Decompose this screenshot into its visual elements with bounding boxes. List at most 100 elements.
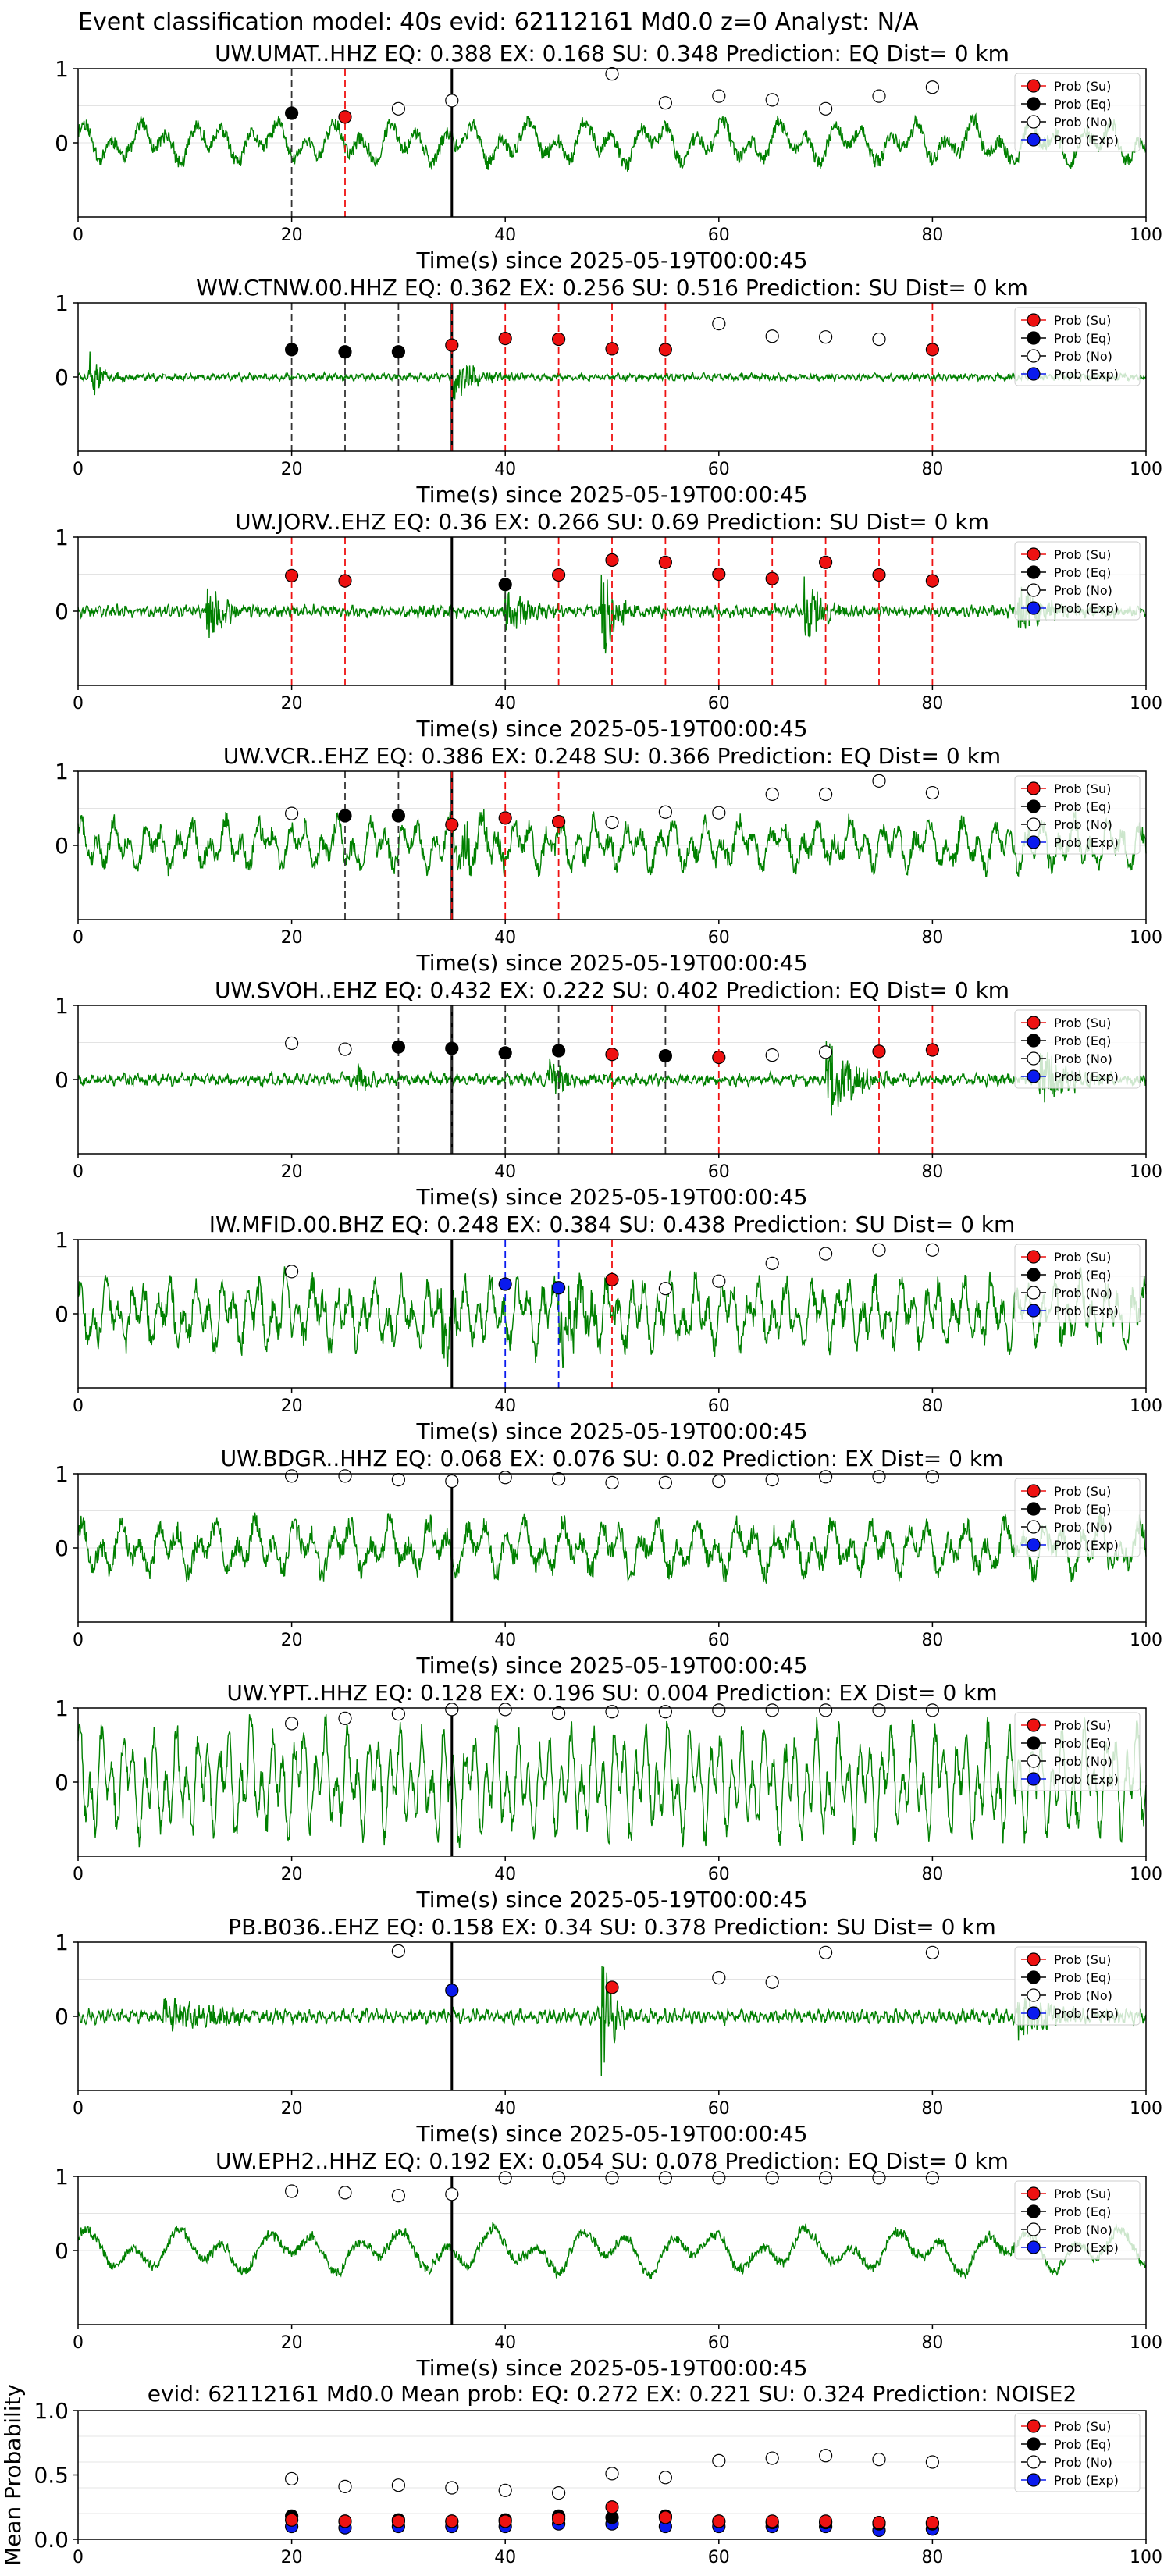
x-tick-label: 40 [494,2333,516,2353]
x-axis-label: Time(s) since 2025-05-19T00:00:45 [415,1887,807,1912]
legend-entry: Prob (Exp) [1054,835,1119,850]
legend-entry: Prob (Eq) [1054,1970,1111,1985]
mean-prob-marker-no [338,2479,352,2493]
prob-marker-no [605,1475,619,1490]
x-tick-label: 100 [1130,2548,1162,2567]
legend-entry: Prob (No) [1054,1754,1112,1769]
legend-entry: Prob (Exp) [1054,133,1119,148]
prob-marker-no [818,101,833,116]
y-tick-label: 0 [55,1535,69,1561]
legend-entry: Prob (Eq) [1054,331,1111,346]
x-tick-label: 0 [73,1865,84,1884]
prob-marker-no [765,329,779,343]
x-axis-label: Time(s) since 2025-05-19T00:00:45 [415,1653,807,1678]
mean-prob-marker-no [605,2467,619,2481]
mean-prob-marker-su [818,2514,833,2528]
panel-title: IW.MFID.00.BHZ EQ: 0.248 EX: 0.384 SU: 0… [209,1212,1016,1237]
prob-marker-no [658,96,673,110]
y-tick-label: 1 [55,759,69,785]
prob-marker-su [445,817,459,832]
prob-marker-no [765,1472,779,1487]
waveform-trace [77,112,1147,172]
x-tick-label: 0 [73,2333,84,2353]
legend-entry: Prob (Exp) [1054,601,1119,616]
x-tick-label: 20 [281,2333,303,2353]
prob-marker-su [658,343,673,357]
prob-marker-exp [498,1277,512,1291]
x-axis-label: Time(s) since 2025-05-19T00:00:45 [415,1184,807,1210]
legend-entry: Prob (Exp) [1054,1538,1119,1553]
x-tick-label: 60 [708,1162,730,1182]
prob-marker-su [925,574,940,588]
legend-marker [1027,2186,1041,2201]
x-tick-label: 100 [1130,1162,1162,1182]
prob-marker-eq [285,343,299,357]
panel-title: UW.EPH2..HHZ EQ: 0.192 EX: 0.054 SU: 0.0… [215,2148,1009,2174]
legend-entry: Prob (Exp) [1054,2240,1119,2255]
mean-prob-marker-su [872,2515,886,2530]
prob-marker-su [712,567,726,582]
y-tick-label: 0.0 [34,2527,69,2553]
prob-marker-no [658,2171,673,2185]
prob-marker-no [338,2186,352,2200]
legend-box [1014,2180,1141,2260]
legend-box [1014,1009,1141,1089]
y-tick-label: 0 [55,1770,69,1795]
x-tick-label: 100 [1130,2099,1162,2119]
prob-marker-su [925,1043,940,1057]
x-axis-label: Time(s) since 2025-05-19T00:00:45 [415,2121,807,2147]
legend-box [1014,73,1141,152]
prob-marker-no [605,1705,619,1719]
legend-marker [1027,97,1041,111]
y-tick-label: 0 [55,833,69,859]
x-tick-label: 60 [708,1865,730,1884]
x-tick-label: 60 [708,2333,730,2353]
x-tick-label: 80 [921,2099,943,2119]
mean-prob-marker-no [712,2453,726,2467]
legend-box [1014,541,1141,621]
y-tick-label: 1 [55,56,69,82]
mean-prob-marker-no [551,2486,566,2500]
x-tick-label: 100 [1130,1865,1162,1884]
mean-prob-marker-no [818,2449,833,2463]
x-tick-label: 40 [494,2548,516,2567]
prob-marker-no [391,1944,405,1958]
legend-marker [1027,1250,1041,1264]
mean-prob-marker-no [925,2455,940,2469]
waveform-trace [77,2222,1147,2280]
legend-marker [1027,1016,1041,1030]
prob-marker-no [712,2171,726,2185]
mean-prob-marker-su [712,2514,726,2528]
y-axis-label: Mean Probability [0,2384,26,2566]
prob-marker-su [712,1050,726,1065]
prob-marker-no [712,1274,726,1288]
prob-marker-su [925,343,940,357]
prob-marker-no [445,2187,459,2201]
prob-marker-no [285,1469,299,1483]
prob-marker-no [818,2171,833,2185]
panel-5: UW.SVOH..EHZ EQ: 0.432 EX: 0.222 SU: 0.4… [55,977,1162,1210]
prob-marker-su [338,574,352,588]
prob-marker-no [818,1045,833,1059]
legend-marker [1027,2222,1041,2236]
legend-marker [1027,1286,1041,1300]
waveform-trace [77,1714,1147,1848]
prob-marker-no [338,1042,352,1056]
y-tick-label: 0 [55,130,69,156]
prob-marker-eq [285,106,299,120]
prob-marker-su [605,1048,619,1062]
prob-marker-no [818,1703,833,1717]
prob-marker-no [285,2184,299,2198]
x-tick-label: 60 [708,1631,730,1650]
prob-marker-no [498,1703,512,1717]
panel-3: UW.JORV..EHZ EQ: 0.36 EX: 0.266 SU: 0.69… [55,509,1162,742]
legend-entry: Prob (Eq) [1054,799,1111,814]
prob-marker-su [818,555,833,569]
x-tick-label: 80 [921,1631,943,1650]
panel-7: UW.BDGR..HHZ EQ: 0.068 EX: 0.076 SU: 0.0… [55,1446,1162,1678]
legend-marker [1027,1484,1041,1498]
legend-entry: Prob (Eq) [1054,97,1111,112]
y-tick-label: 1 [55,290,69,316]
prob-marker-no [925,1945,940,1959]
